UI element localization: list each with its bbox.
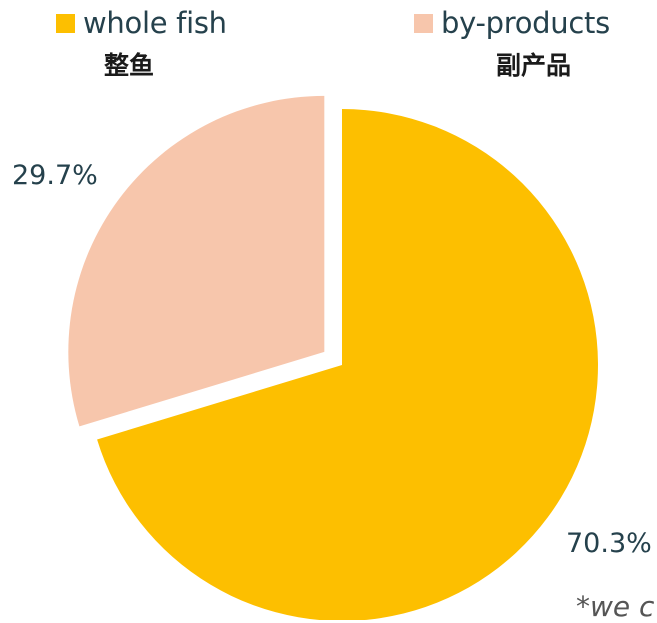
- legend-swatch-by-products: [414, 13, 433, 33]
- data-label-whole-fish: 70.3%: [566, 528, 652, 559]
- pie-slice-whole-fish: [97, 109, 598, 620]
- legend-item-by-products: by-products: [414, 6, 610, 40]
- legend-swatch-whole-fish: [56, 13, 75, 33]
- legend-item-whole-fish: whole fish: [56, 6, 227, 40]
- legend-label-by-products: by-products: [441, 6, 610, 40]
- data-label-by-products: 29.7%: [12, 160, 98, 191]
- chinese-label-by-products: 副产品: [496, 51, 572, 80]
- footnote-text: *we c: [576, 590, 655, 623]
- pie-slice-by-products: [68, 95, 325, 427]
- legend-label-whole-fish: whole fish: [83, 6, 227, 40]
- chinese-label-whole-fish: 整鱼: [104, 51, 155, 80]
